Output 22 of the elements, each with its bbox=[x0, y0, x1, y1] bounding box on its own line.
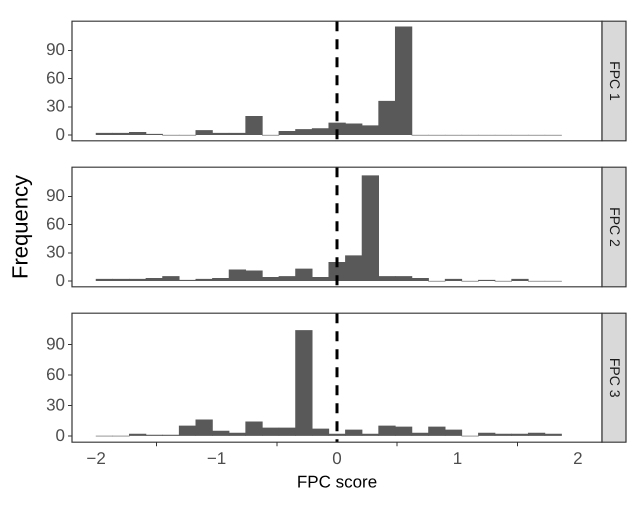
y-tick-label: 90 bbox=[46, 40, 65, 60]
text: FPC 3 bbox=[607, 358, 624, 398]
x-tick-label: −2 bbox=[86, 449, 106, 468]
y-tick-label: 60 bbox=[46, 364, 65, 384]
text: FPC 1 bbox=[607, 61, 624, 102]
x-tick-label: −1 bbox=[206, 449, 226, 468]
y-tick-label: 90 bbox=[46, 186, 65, 206]
x-tick-label: 0 bbox=[332, 449, 342, 468]
y-tick-label: 60 bbox=[46, 68, 65, 88]
text: FPC 2 bbox=[607, 207, 624, 248]
y-tick-label: 0 bbox=[56, 124, 65, 144]
y-tick-label: 30 bbox=[46, 96, 65, 116]
x-tick-label: 2 bbox=[573, 449, 583, 468]
y-tick-label: 30 bbox=[46, 395, 65, 414]
y-axis-title: Frequency bbox=[7, 175, 32, 279]
x-tick-label: 1 bbox=[452, 449, 462, 468]
y-tick-label: 90 bbox=[46, 334, 65, 354]
y-tick-label: 0 bbox=[56, 426, 65, 445]
y-tick-label: 0 bbox=[56, 270, 65, 290]
x-axis-title: FPC score bbox=[296, 472, 378, 492]
y-tick-label: 30 bbox=[46, 242, 65, 262]
y-tick-label: 60 bbox=[46, 214, 65, 234]
